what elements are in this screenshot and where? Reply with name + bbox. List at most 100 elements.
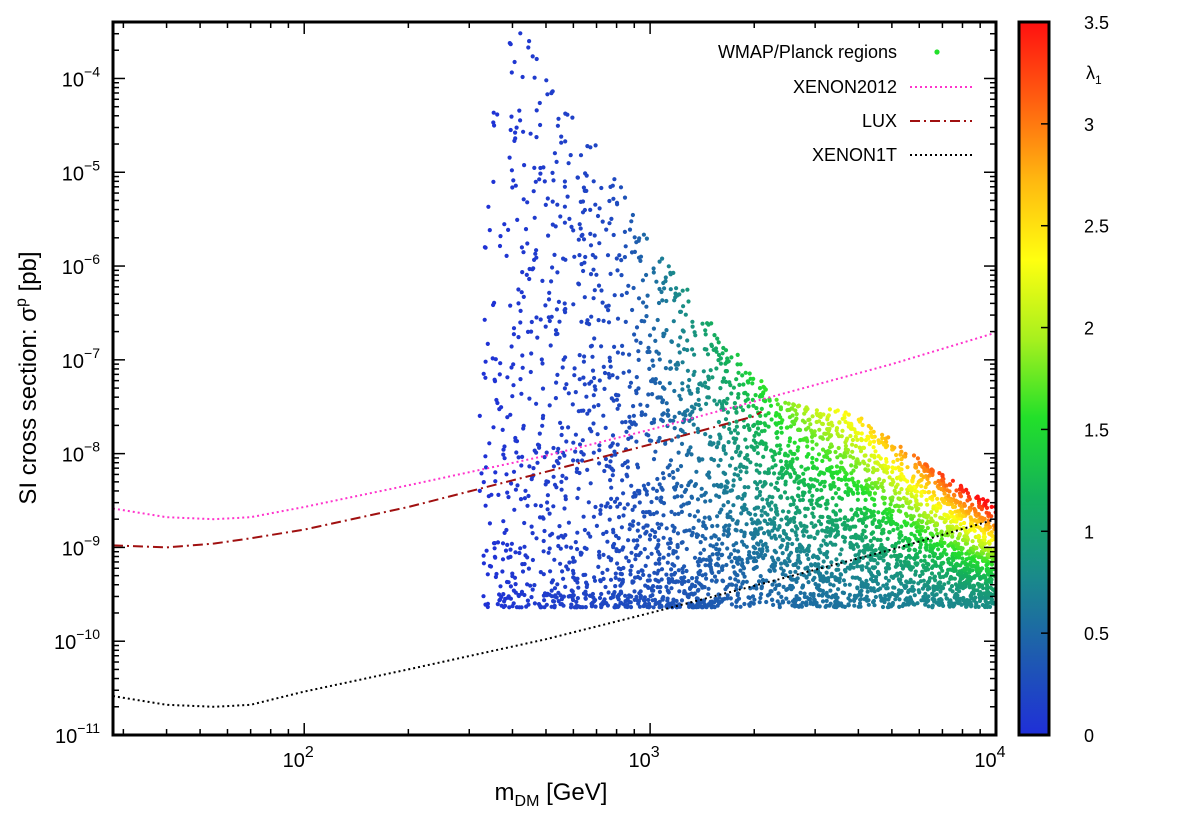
scatter-point [591, 404, 597, 409]
scatter-point [593, 504, 598, 510]
scatter-point [834, 523, 840, 528]
scatter-point [781, 568, 786, 573]
scatter-point [923, 485, 928, 490]
scatter-point [935, 496, 940, 501]
scatter-point [671, 548, 676, 554]
scatter-point [703, 499, 708, 504]
scatter-point [898, 530, 903, 535]
scatter-point [712, 533, 717, 538]
scatter-point [875, 537, 880, 543]
colorbar-tick-label: 3 [1084, 115, 1094, 135]
scatter-point [840, 416, 845, 421]
scatter-point [785, 563, 790, 568]
scatter-point [744, 522, 749, 527]
scatter-point [575, 576, 580, 581]
scatter-point [904, 579, 909, 584]
scatter-point [871, 558, 876, 563]
scatter-point [612, 499, 618, 504]
scatter-point [759, 592, 764, 597]
scatter-point [760, 497, 765, 502]
scatter-point [728, 509, 733, 514]
scatter-point [505, 542, 510, 548]
scatter-point [905, 560, 910, 565]
scatter-point [506, 495, 511, 500]
scatter-point [708, 368, 713, 373]
scatter-point [890, 591, 895, 596]
scatter-point [868, 538, 873, 544]
scatter-point [940, 586, 946, 591]
scatter-point [820, 470, 825, 475]
scatter-point [664, 328, 669, 333]
scatter-point [599, 503, 604, 508]
scatter-point [643, 412, 648, 417]
scatter-point [685, 501, 690, 506]
scatter-point [644, 272, 649, 278]
scatter-point [834, 503, 839, 508]
scatter-point [543, 324, 548, 329]
scatter-point [635, 538, 640, 543]
scatter-point [835, 455, 840, 460]
scatter-point [638, 576, 643, 581]
colorbar-tick-label: 3.5 [1084, 13, 1109, 33]
scatter-point [537, 100, 542, 106]
curve-lux [113, 410, 763, 549]
scatter-point [502, 222, 507, 227]
scatter-point [675, 555, 680, 560]
scatter-point [505, 375, 510, 380]
scatter-point [545, 493, 551, 498]
scatter-point [654, 546, 659, 551]
scatter-point [601, 413, 606, 418]
scatter-point [545, 92, 550, 97]
scatter-point [864, 524, 869, 529]
scatter-point [744, 470, 749, 475]
scatter-point [640, 278, 646, 283]
scatter-point [651, 363, 656, 368]
scatter-point [866, 436, 871, 441]
scatter-point [932, 574, 938, 579]
scatter-point [757, 386, 763, 391]
scatter-point [514, 450, 519, 455]
scatter-point [879, 531, 885, 536]
scatter-point [957, 532, 963, 537]
scatter-point [509, 365, 514, 370]
scatter-point [583, 596, 588, 601]
scatter-point [650, 377, 655, 382]
scatter-point [760, 484, 765, 489]
scatter-point [628, 568, 633, 573]
scatter-point [678, 464, 684, 469]
scatter-point [897, 490, 902, 495]
scatter-point [618, 185, 624, 190]
scatter-point [760, 577, 766, 583]
scatter-point [633, 493, 638, 498]
scatter-point [582, 188, 587, 193]
scatter-point [899, 553, 904, 559]
scatter-point [715, 552, 720, 557]
scatter-point [694, 575, 699, 581]
scatter-point [986, 595, 991, 600]
scatter-point [906, 501, 911, 506]
scatter-point [736, 392, 741, 397]
scatter-point [577, 353, 582, 358]
scatter-point [654, 496, 659, 501]
scatter-point [836, 567, 841, 572]
scatter-point [908, 577, 913, 583]
scatter-point [880, 495, 885, 500]
scatter-point [765, 593, 771, 598]
scatter-point [509, 70, 514, 75]
scatter-point [708, 440, 713, 445]
scatter-point [911, 580, 916, 585]
scatter-point [550, 222, 555, 227]
scatter-point [573, 432, 579, 437]
scatter-point [866, 598, 871, 603]
scatter-point [677, 410, 682, 415]
scatter-point [592, 578, 598, 583]
scatter-point [614, 256, 619, 261]
scatter-point [655, 476, 660, 482]
scatter-point [791, 467, 796, 472]
scatter-point [666, 413, 671, 418]
scatter-point [794, 412, 799, 417]
scatter-point [798, 438, 803, 443]
scatter-point [615, 406, 620, 411]
scatter-point [695, 386, 700, 392]
scatter-point [790, 419, 795, 424]
